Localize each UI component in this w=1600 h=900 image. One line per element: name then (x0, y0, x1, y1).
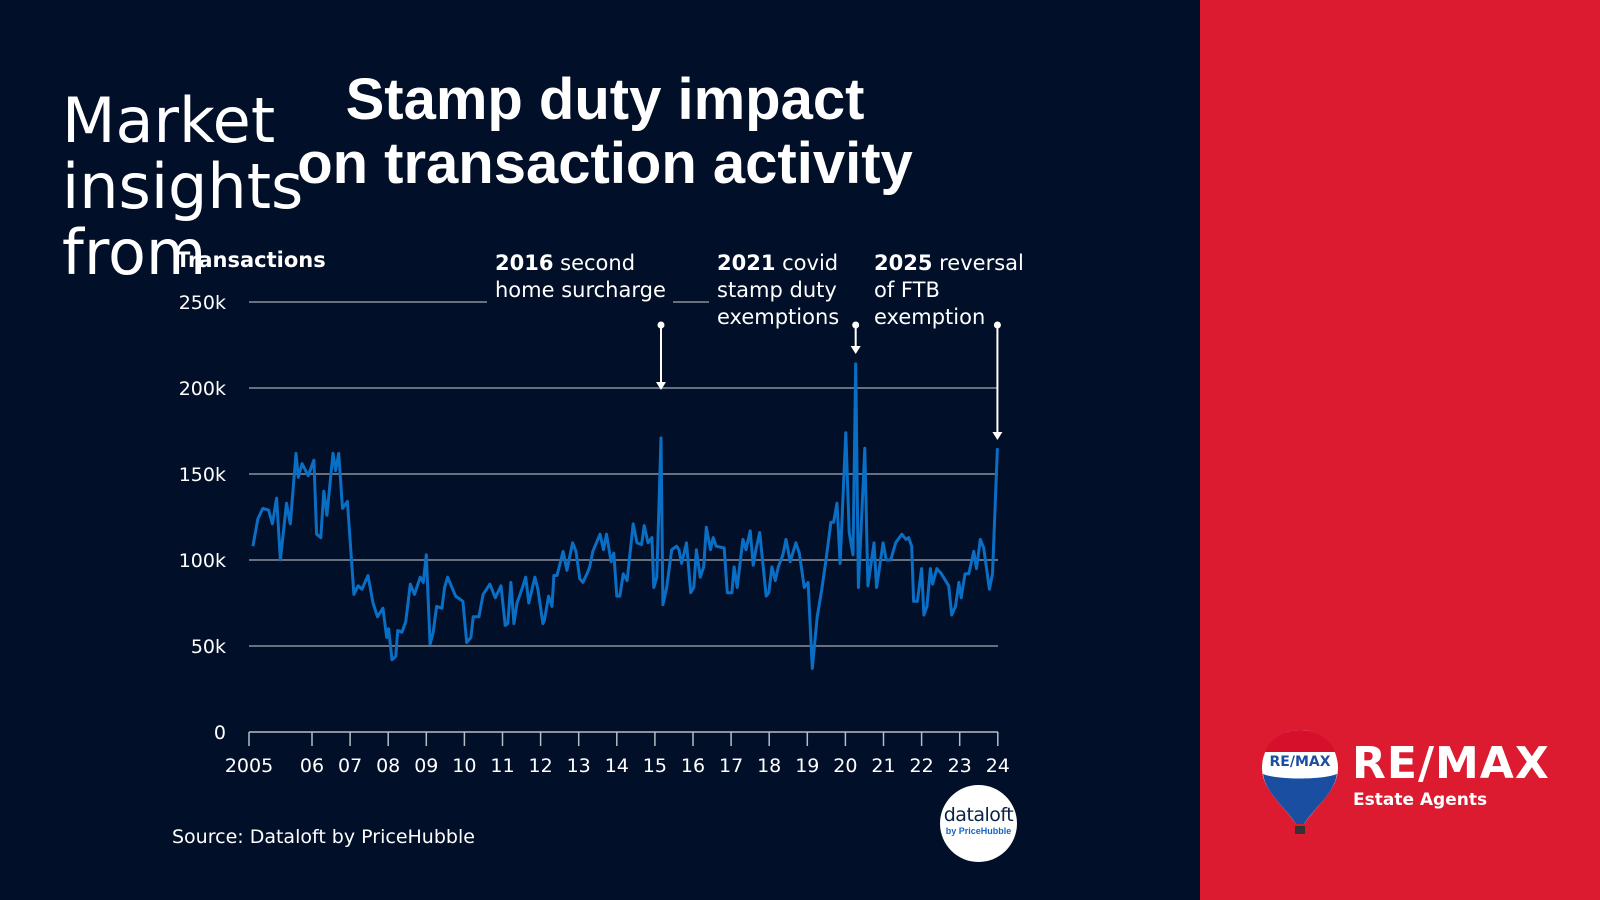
dataloft-name: dataloft (943, 804, 1014, 826)
side-heading-line: insights (62, 150, 304, 223)
x-tick-label: 13 (567, 755, 591, 777)
gridlines (249, 301, 998, 647)
annotation-arrows (655, 321, 1003, 440)
y-tick-label: 100k (179, 550, 226, 572)
y-tick-label: 200k (179, 378, 226, 400)
annotation-text: home surcharge (495, 278, 666, 302)
y-ticks: 0 50k 100k 150k 200k 250k (179, 292, 226, 744)
y-tick-label: 0 (214, 722, 226, 744)
x-tick-label: 18 (757, 755, 781, 777)
x-tick-label: 2005 (225, 755, 273, 777)
x-tick-label: 11 (490, 755, 514, 777)
x-tick-label: 14 (605, 755, 629, 777)
balloon-text: RE/MAX (1269, 754, 1330, 770)
x-tick-label: 19 (795, 755, 819, 777)
annotation-2025: 2025 reversal of FTB exemption (874, 250, 1024, 331)
annotation-text: reversal (932, 251, 1024, 275)
x-tick-label: 10 (452, 755, 476, 777)
x-tick-label: 15 (643, 755, 667, 777)
y-tick-label: 250k (179, 292, 226, 314)
dataloft-sub: by PriceHubble (945, 826, 1012, 836)
annotation-year: 2016 (495, 251, 554, 275)
page-title: Stamp duty impact on transaction activit… (150, 68, 1060, 196)
title-line: Stamp duty impact (345, 67, 865, 132)
source-note: Source: Dataloft by PriceHubble (172, 826, 475, 848)
x-tick-label: 22 (910, 755, 934, 777)
chart-panel (0, 0, 1200, 900)
x-tick-label: 17 (719, 755, 743, 777)
annotation-text: of FTB (874, 278, 940, 302)
x-tick-label: 09 (414, 755, 438, 777)
annotation-text: stamp duty (717, 278, 837, 302)
annotation-2016: 2016 second home surcharge (495, 250, 666, 304)
y-axis-label: Transactions (176, 248, 326, 272)
y-tick-label: 50k (191, 636, 226, 658)
y-tick-label: 150k (179, 464, 226, 486)
annotation-year: 2021 (717, 251, 776, 275)
x-tick-label: 16 (681, 755, 705, 777)
x-axis: 2005 06 07 08 09 10 11 12 13 14 15 16 17 18 19 20 21 22 23… (225, 731, 1010, 777)
side-heading-line: from (62, 216, 207, 289)
x-tick-label: 12 (529, 755, 553, 777)
side-heading-line: Market (62, 84, 276, 157)
x-tick-label: 24 (986, 755, 1010, 777)
annotation-text: second (553, 251, 636, 275)
annotation-text: exemption (874, 305, 986, 329)
x-tick-label: 23 (948, 755, 972, 777)
remax-balloon-icon: RE/MAX (1262, 730, 1338, 834)
dataloft-logo: dataloft by PriceHubble (940, 785, 1017, 862)
arrow-head-icon (992, 432, 1003, 440)
x-tick-label: 21 (871, 755, 895, 777)
x-tick-label: 07 (338, 755, 362, 777)
x-tick-label: 08 (376, 755, 400, 777)
arrow-head-icon (655, 382, 666, 390)
annotation-text: exemptions (717, 305, 840, 329)
line-chart: 0 50k 100k 150k 200k 250k 2005 06 07 08 09 10 11 12 1… (179, 292, 1010, 777)
series-line (251, 362, 999, 670)
annotation-text: covid (775, 251, 839, 275)
title-line: on transaction activity (297, 131, 913, 196)
annotation-year: 2025 (874, 251, 933, 275)
x-tick-label: 06 (300, 755, 324, 777)
x-tick-label: 20 (833, 755, 857, 777)
annotation-2021: 2021 covid stamp duty exemptions (717, 250, 839, 331)
side-heading: Market insights from (62, 88, 303, 286)
arrow-head-icon (850, 346, 861, 354)
remax-wordmark: RE/MAX (1352, 738, 1550, 789)
remax-subtitle: Estate Agents (1353, 790, 1488, 810)
